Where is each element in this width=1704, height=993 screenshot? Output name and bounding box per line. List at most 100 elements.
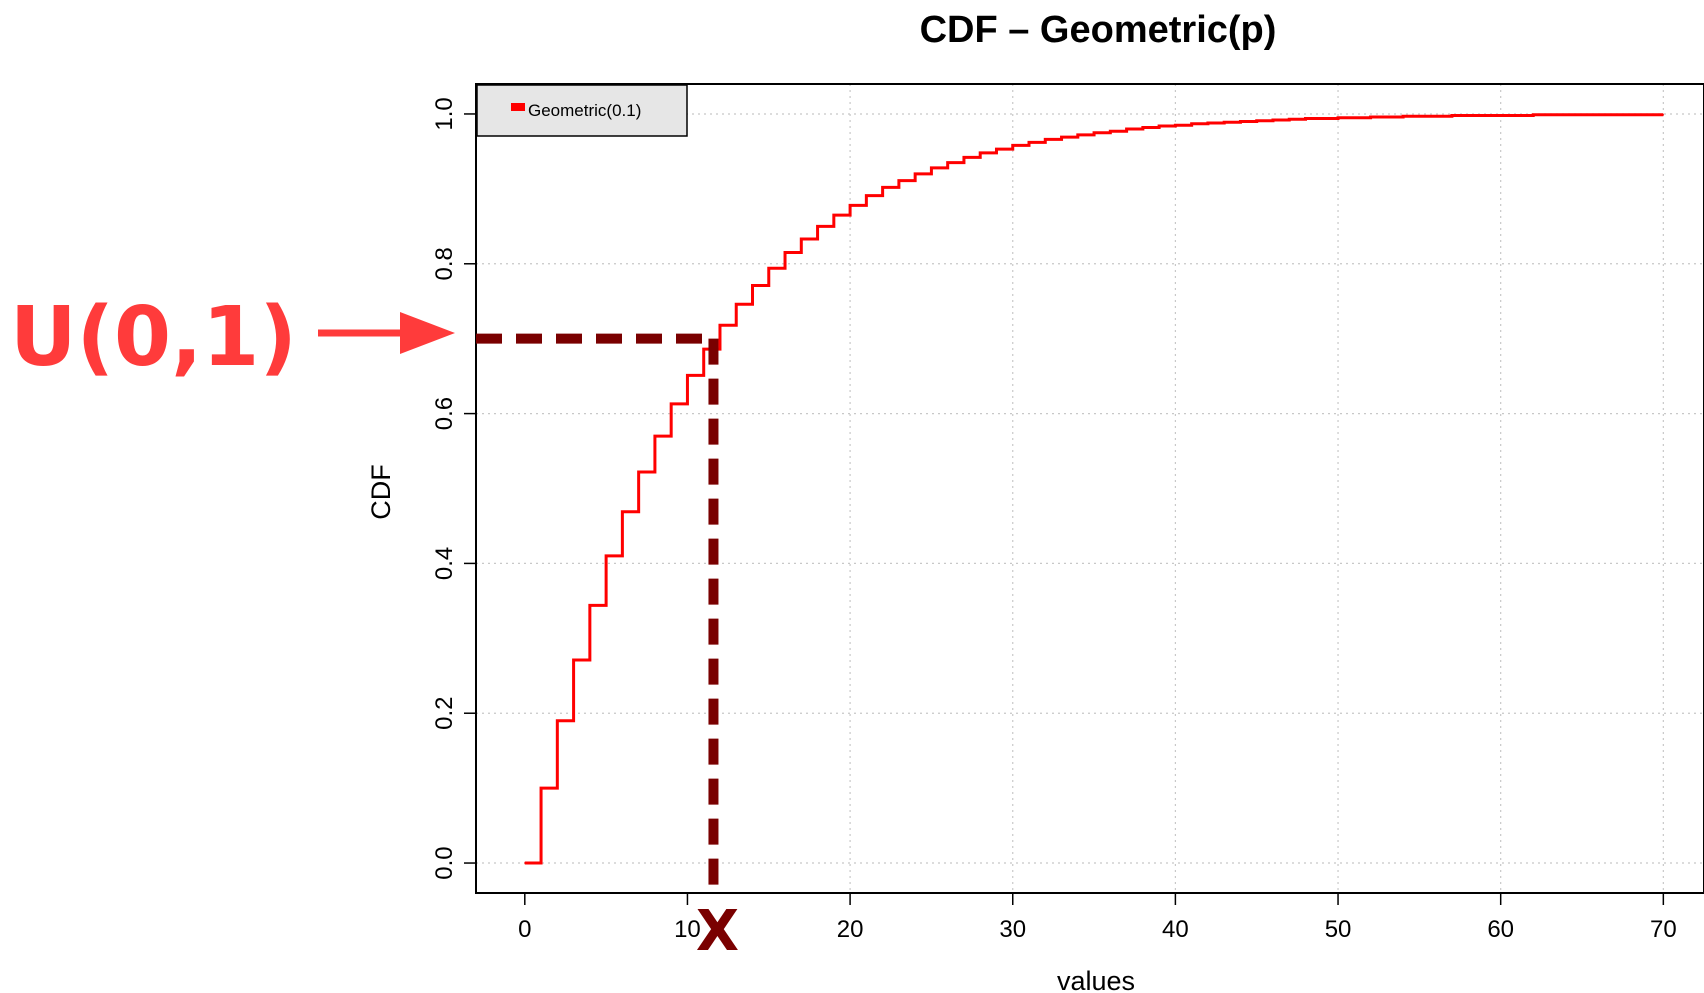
legend-label: Geometric(0.1) (528, 101, 641, 120)
plot-frame (475, 83, 1704, 894)
step-point (947, 162, 949, 164)
axis-ticks: 0 10 20 30 40 50 60 70 0.0 0.2 0.4 0.6 0.8 1.0 (431, 97, 1677, 943)
step-point (735, 303, 737, 305)
step-point (1516, 114, 1518, 117)
x-tick-label: 20 (837, 916, 864, 943)
step-point (572, 659, 575, 661)
step-point (1321, 117, 1323, 120)
step-point (1369, 116, 1372, 118)
series-layer (524, 113, 1664, 865)
step-point (898, 180, 900, 182)
step-point (1435, 115, 1437, 117)
step-point (1532, 114, 1534, 116)
x-axis-label: values (1057, 966, 1135, 993)
step-point (1239, 120, 1242, 123)
legend: Geometric(0.1) (476, 84, 688, 137)
x-tick-label: 40 (1162, 916, 1189, 943)
step-point (1272, 119, 1274, 121)
step-point (1093, 132, 1095, 134)
step-point (1158, 125, 1160, 127)
step-point (556, 720, 558, 722)
x-tick-label: 30 (999, 916, 1026, 943)
step-point (1174, 124, 1176, 126)
step-point (800, 238, 802, 240)
step-point (703, 348, 705, 350)
legend-swatch (511, 103, 525, 111)
step-point (865, 195, 867, 197)
x-tick-label: 70 (1650, 916, 1677, 943)
step-point (833, 214, 835, 216)
step-point (751, 284, 754, 287)
step-point (589, 604, 591, 606)
step-point (1191, 123, 1193, 125)
step-point (784, 251, 786, 254)
step-point (524, 862, 526, 864)
step-point (995, 148, 998, 150)
step-point (1060, 136, 1063, 138)
step-point (1353, 117, 1355, 119)
step-point (1581, 114, 1583, 116)
x-tick-label: 50 (1325, 916, 1352, 943)
step-point (1548, 114, 1551, 116)
step-point (686, 374, 689, 376)
step-point (654, 435, 656, 437)
y-tick-label: 0.0 (431, 846, 458, 879)
step-point (1223, 121, 1225, 123)
series-line-geometric (524, 113, 1664, 865)
step-point (882, 186, 884, 188)
step-point (979, 152, 981, 154)
step-point (1288, 118, 1290, 120)
step-point (1142, 126, 1144, 129)
step-point (719, 324, 721, 326)
step-point (1125, 128, 1128, 130)
step-point (849, 204, 851, 206)
y-tick-label: 0.8 (431, 247, 458, 280)
step-point (1077, 134, 1079, 136)
step-point (1630, 114, 1632, 116)
step-point (1483, 114, 1486, 117)
y-tick-label: 0.6 (431, 397, 458, 430)
u01-annotation-label: U(0,1) (10, 290, 297, 385)
step-point (930, 167, 933, 169)
y-tick-label: 1.0 (431, 97, 458, 130)
step-point (1304, 117, 1307, 120)
step-point (605, 555, 607, 557)
step-point (1109, 130, 1111, 132)
y-tick-label: 0.4 (431, 547, 458, 580)
step-point (670, 403, 672, 405)
step-point (1500, 114, 1502, 117)
step-point (768, 267, 770, 269)
annotations: U(0,1) X (10, 290, 739, 964)
step-point (540, 787, 542, 789)
x-tick-label: 60 (1487, 916, 1514, 943)
step-point (1028, 141, 1030, 144)
step-point (1451, 114, 1453, 117)
step-point (1386, 116, 1388, 118)
step-point (1613, 114, 1616, 116)
step-point (638, 471, 640, 473)
y-tick-label: 0.2 (431, 697, 458, 730)
step-point (621, 511, 623, 513)
step-point (1597, 114, 1599, 116)
step-point (1207, 122, 1209, 124)
step-point (1418, 115, 1420, 117)
x-annotation-label: X (696, 899, 739, 964)
step-point (1662, 114, 1664, 116)
x-tick-label: 10 (674, 916, 701, 943)
chart-title: CDF – Geometric(p) (920, 9, 1277, 51)
step-point (1402, 115, 1404, 117)
step-point (914, 173, 916, 175)
step-point (1044, 138, 1046, 141)
step-point (963, 156, 965, 159)
u-arrow-head (400, 312, 455, 354)
step-point (1337, 117, 1339, 119)
step-point (1012, 144, 1014, 147)
step-point (1256, 120, 1258, 122)
step-point (816, 225, 819, 227)
step-point (1565, 114, 1567, 116)
step-point (1646, 114, 1648, 116)
step-point (1467, 114, 1469, 117)
grid-lines (476, 84, 1704, 893)
